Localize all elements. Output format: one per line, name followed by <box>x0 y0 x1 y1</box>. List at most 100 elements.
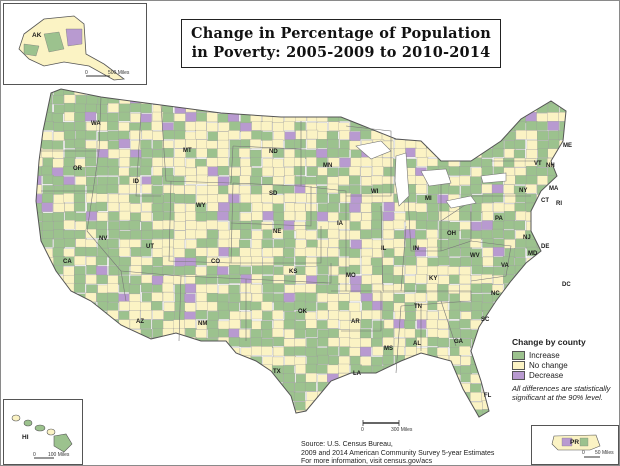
county-cell <box>174 356 186 366</box>
county-cell <box>382 355 394 365</box>
county-cell <box>295 256 307 266</box>
county-cell <box>372 374 384 384</box>
county-cell <box>74 365 86 375</box>
county-cell <box>95 229 108 239</box>
county-cell <box>185 355 197 365</box>
county-cell <box>36 266 43 276</box>
county-cell <box>481 120 493 131</box>
county-cell <box>228 337 241 347</box>
county-cell <box>174 310 186 321</box>
county-cell <box>350 194 362 204</box>
county-cell <box>164 420 175 429</box>
county-cell <box>471 94 483 104</box>
county-cell <box>359 356 372 366</box>
county-cell <box>196 185 208 195</box>
county-cell <box>152 382 164 392</box>
county-cell <box>514 275 526 285</box>
county-cell <box>427 237 439 248</box>
county-cell <box>571 284 582 293</box>
county-cell <box>360 337 372 348</box>
county-cell <box>42 221 54 231</box>
county-cell <box>260 121 273 131</box>
state-label-in: IN <box>413 246 419 252</box>
county-cell <box>481 103 493 113</box>
county-cell <box>42 229 54 240</box>
county-cell <box>295 374 308 384</box>
county-cell <box>218 284 231 295</box>
county-cell <box>415 203 427 213</box>
county-cell <box>416 112 428 122</box>
county-cell <box>185 89 198 95</box>
county-cell <box>41 193 54 203</box>
county-cell <box>471 203 483 213</box>
county-cell <box>327 138 339 149</box>
county-cell <box>262 158 274 168</box>
county-cell <box>536 319 548 329</box>
county-cell <box>162 184 175 195</box>
county-cell <box>470 355 482 366</box>
main-scale-end: 300 Miles <box>391 427 413 433</box>
county-cell <box>96 89 109 95</box>
county-cell <box>74 121 86 132</box>
county-cell <box>349 291 361 302</box>
county-cell <box>295 401 307 412</box>
county-cell <box>185 328 197 338</box>
county-cell <box>284 238 296 248</box>
county-cell <box>196 355 208 365</box>
county-cell <box>394 328 406 338</box>
county-cell <box>526 149 538 159</box>
county-cell <box>370 257 383 267</box>
county-cell <box>95 256 108 266</box>
county-cell <box>404 374 416 384</box>
county-cell <box>240 212 252 223</box>
county-cell <box>570 275 581 284</box>
county-cell <box>36 382 43 392</box>
county-cell <box>272 113 284 123</box>
county-cell <box>393 293 405 304</box>
county-cell <box>361 193 373 204</box>
county-cell <box>515 130 528 140</box>
county-cell <box>218 103 230 113</box>
county-cell <box>558 221 566 231</box>
county-cell <box>339 337 351 347</box>
county-cell <box>118 148 131 159</box>
county-cell <box>448 157 460 168</box>
county-cell <box>371 103 383 113</box>
county-cell <box>185 391 197 402</box>
county-cell <box>261 239 273 249</box>
county-cell <box>493 419 504 428</box>
county-cell <box>51 275 64 286</box>
county-cell <box>75 130 87 140</box>
county-cell <box>372 328 384 339</box>
county-cell <box>449 257 461 267</box>
county-cell <box>250 185 263 195</box>
county-cell <box>437 337 449 348</box>
county-cell <box>504 111 517 122</box>
county-cell <box>571 114 582 123</box>
county-cell <box>558 247 566 257</box>
county-cell <box>360 229 372 239</box>
county-cell <box>272 176 284 186</box>
county-cell <box>415 131 428 141</box>
county-cell <box>437 329 449 339</box>
legend-row-decrease: Decrease <box>512 370 616 380</box>
county-cell <box>218 257 231 267</box>
county-cell <box>547 302 559 312</box>
county-cell <box>284 193 296 203</box>
county-cell <box>185 112 197 122</box>
state-label-ky: KY <box>429 276 438 282</box>
county-cell <box>306 193 318 203</box>
county-cell <box>361 103 373 113</box>
county-cell <box>569 213 580 222</box>
county-cell <box>449 400 461 411</box>
county-cell <box>557 185 566 195</box>
county-cell <box>141 229 153 240</box>
county-cell <box>547 238 560 249</box>
county-cell <box>525 184 537 194</box>
county-cell <box>152 140 164 150</box>
county-cell <box>40 103 53 113</box>
county-cell <box>272 391 284 402</box>
county-cell <box>371 274 383 285</box>
county-cell <box>173 374 186 384</box>
county-cell <box>207 364 219 375</box>
